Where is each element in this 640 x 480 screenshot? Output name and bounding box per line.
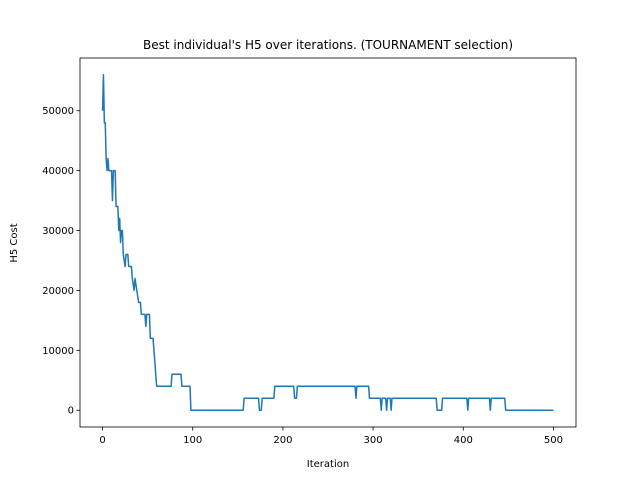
x-axis-label: Iteration xyxy=(307,459,349,470)
y-tick-label: 0 xyxy=(68,406,74,417)
y-tick-label: 30000 xyxy=(42,226,74,237)
y-tick-label: 50000 xyxy=(42,106,74,117)
x-tick-label: 400 xyxy=(454,435,473,446)
data-line xyxy=(101,74,554,411)
chart-title: Best individual's H5 over iterations. (T… xyxy=(143,38,513,52)
y-tick-label: 10000 xyxy=(42,346,74,357)
x-tick-label: 500 xyxy=(544,435,563,446)
y-tick-label: 20000 xyxy=(42,286,74,297)
x-tick-label: 0 xyxy=(99,435,105,446)
x-tick-label: 200 xyxy=(273,435,292,446)
x-tick-label: 300 xyxy=(364,435,383,446)
plot-frame xyxy=(79,57,577,428)
x-tick-label: 100 xyxy=(183,435,202,446)
y-tick-label: 40000 xyxy=(42,166,74,177)
y-axis-label: H5 Cost xyxy=(9,223,20,262)
